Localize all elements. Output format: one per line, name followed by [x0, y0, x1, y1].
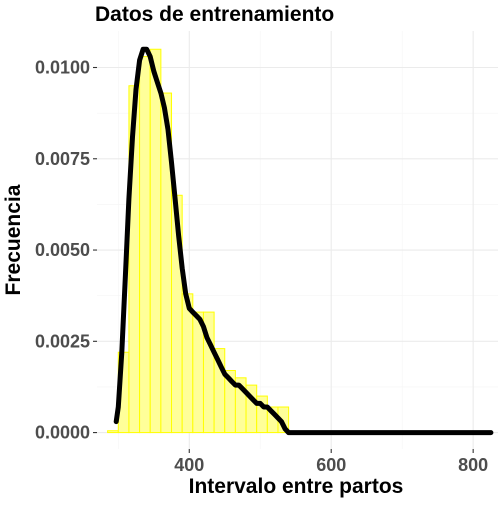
x-axis-ticks: 400 600 800: [174, 449, 488, 475]
histogram-bar: [139, 56, 151, 434]
y-tick-label: 0.0050: [35, 240, 90, 260]
density-curve: [113, 46, 494, 436]
histogram-bar: [149, 48, 162, 434]
x-tick-label: 400: [174, 455, 204, 475]
y-tick-label: 0.0100: [35, 58, 90, 78]
y-axis-title: Frecuencia: [2, 184, 25, 295]
x-tick-label: 600: [316, 455, 346, 475]
histogram-bars: [107, 48, 290, 434]
y-tick-label: 0.0025: [35, 331, 90, 351]
y-axis-ticks: 0.0000 0.0025 0.0050 0.0075 0.0100: [35, 58, 97, 443]
histogram-bar: [192, 311, 204, 434]
histogram-bar: [181, 293, 194, 434]
x-axis-title: Intervalo entre partos: [189, 475, 404, 498]
y-tick-label: 0.0000: [35, 423, 90, 443]
histogram-bar: [107, 430, 119, 434]
chart-title: Datos de entrenamiento: [95, 3, 334, 26]
y-tick-label: 0.0075: [35, 149, 90, 169]
x-tick-label: 800: [458, 455, 488, 475]
